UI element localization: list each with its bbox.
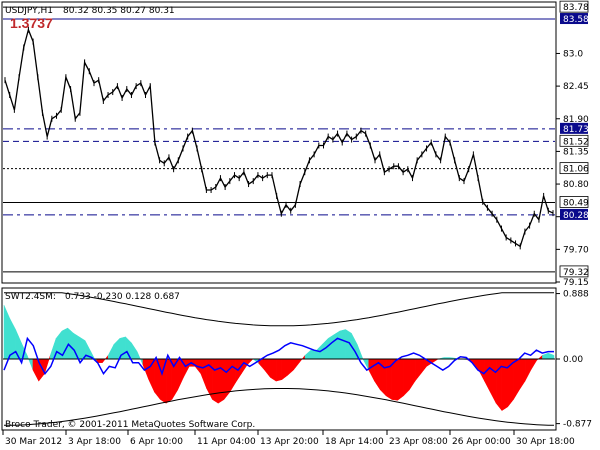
price-axis-label: 79.15 bbox=[563, 278, 589, 288]
price-panel[interactable] bbox=[1, 1, 557, 284]
indicator-upper-band bbox=[4, 292, 554, 327]
level-label: 83.78 bbox=[563, 3, 589, 13]
ohlc-values: 80.32 80.35 80.27 80.31 bbox=[63, 6, 175, 16]
level-box bbox=[559, 162, 589, 175]
indicator-fill-segment bbox=[339, 329, 346, 360]
indicator-lower-band bbox=[4, 388, 555, 426]
level-label: 81.06 bbox=[563, 165, 589, 175]
indicator-signal-line bbox=[3, 336, 554, 377]
level-badge bbox=[560, 208, 588, 220]
indicator-fill-segment bbox=[165, 358, 173, 404]
indicator-label: SWT2.4SM: bbox=[5, 292, 56, 302]
time-axis-label: 13 Apr 20:00 bbox=[260, 437, 319, 447]
level-box bbox=[559, 0, 589, 13]
level-badge bbox=[560, 122, 588, 134]
big-value-label: 1.3737 bbox=[10, 15, 53, 31]
indicator-axis-label: 0.888 bbox=[563, 290, 589, 300]
price-axis-label: 79.70 bbox=[563, 245, 589, 255]
time-axis-label: 26 Apr 00:00 bbox=[452, 437, 511, 447]
indicator-fill-segment bbox=[217, 358, 225, 404]
price-axis-label: 81.35 bbox=[563, 147, 589, 157]
indicator-fill-segment bbox=[270, 358, 277, 382]
indicator-fill-segment bbox=[223, 358, 231, 401]
indicator-fill-segment bbox=[327, 334, 335, 360]
level-label: 79.32 bbox=[563, 268, 589, 278]
indicator-axis-label: 0.00 bbox=[563, 355, 583, 365]
price-axis-label: 82.45 bbox=[563, 82, 589, 92]
time-axis-label: 3 Apr 18:00 bbox=[68, 437, 121, 447]
indicator-fill-segment bbox=[333, 330, 341, 360]
level-label: 81.52 bbox=[563, 137, 589, 147]
copyright-text: Broco Trader, © 2001-2011 MetaQuotes Sof… bbox=[5, 420, 255, 430]
indicator-fill-segment bbox=[391, 358, 398, 401]
time-axis-label: 30 Mar 2012 bbox=[5, 437, 62, 447]
indicator-fill-segment bbox=[397, 358, 404, 401]
level-label: 83.58 bbox=[563, 15, 589, 25]
indicator-fill-segment bbox=[403, 358, 410, 397]
time-axis-label: 11 Apr 04:00 bbox=[197, 437, 256, 447]
level-badge bbox=[560, 13, 588, 25]
level-label: 80.49 bbox=[563, 198, 589, 208]
level-box bbox=[559, 196, 589, 208]
time-axis-label: 30 Apr 18:00 bbox=[516, 437, 575, 447]
level-box bbox=[559, 134, 589, 147]
price-series-line bbox=[4, 27, 554, 248]
price-axis-label: 80.80 bbox=[563, 180, 589, 190]
time-axis-label: 18 Apr 14:00 bbox=[325, 437, 384, 447]
indicator-fill-segment bbox=[212, 358, 219, 404]
level-label: 81.73 bbox=[563, 125, 589, 135]
level-box bbox=[559, 265, 589, 278]
indicator-fill-segment bbox=[275, 358, 283, 382]
level-label: 80.28 bbox=[563, 211, 589, 221]
price-axis-label: 83.0 bbox=[563, 49, 583, 59]
symbol-label: USDJPY,H1 bbox=[5, 6, 53, 16]
indicator-fill-segment bbox=[310, 349, 317, 360]
indicator-values: 0.733 -0.230 0.128 0.687 bbox=[65, 292, 180, 302]
indicator-fill-segment bbox=[79, 336, 86, 360]
time-axis-label: 6 Apr 10:00 bbox=[130, 437, 183, 447]
indicator-axis-label: -0.877 bbox=[563, 420, 592, 430]
time-axis-label: 23 Apr 08:00 bbox=[389, 437, 448, 447]
price-axis-label: 81.90 bbox=[563, 115, 589, 125]
